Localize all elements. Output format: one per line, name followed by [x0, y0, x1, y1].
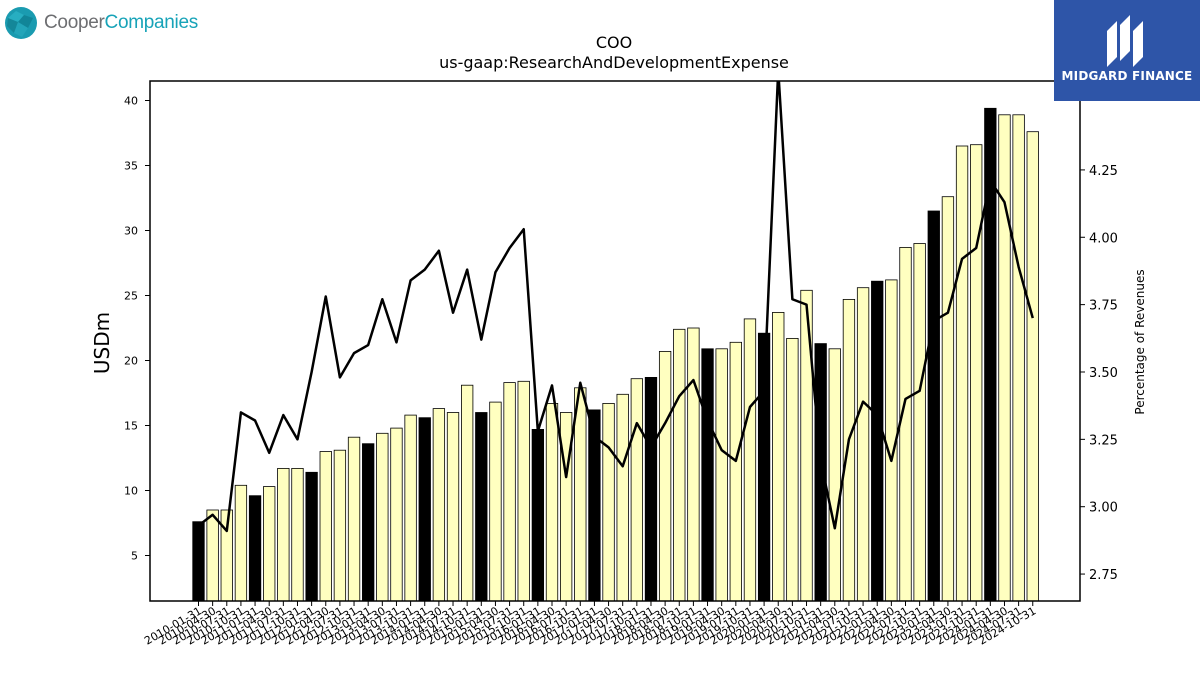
- y-tick-label: 10: [124, 485, 138, 498]
- bar-2021-04-30: [828, 348, 841, 602]
- bar-2023-01-31: [927, 210, 940, 602]
- bar-2010-10-31: [234, 484, 248, 602]
- bar-2020-07-31: [786, 337, 799, 602]
- y2-tick-label: 4.25: [1089, 164, 1118, 179]
- bar-2020-04-30: [772, 311, 785, 602]
- midgard-finance-text: MIDGARD FINANCE: [1061, 69, 1193, 83]
- midgard-mark-icon: [1107, 15, 1143, 67]
- bar-2013-10-31: [404, 414, 417, 602]
- y2-tick-label: 4.00: [1089, 231, 1118, 246]
- bar-2011-04-30: [263, 486, 276, 602]
- y-tick-label: 35: [124, 160, 138, 173]
- y-tick-label: 20: [124, 355, 138, 368]
- x-axis: 2010-01-312010-04-302010-07-312010-10-31…: [142, 601, 1038, 648]
- bar-2015-01-31: [475, 412, 488, 602]
- y2-tick-label: 2.75: [1089, 568, 1118, 583]
- bar-2014-07-31: [446, 412, 460, 602]
- plot-frame: [149, 80, 1081, 602]
- bar-2012-04-30: [319, 451, 332, 602]
- bar-2017-10-31: [630, 378, 643, 602]
- bar-2014-04-30: [432, 408, 446, 602]
- y2-axis-label: Percentage of Revenues: [1133, 269, 1147, 414]
- midgard-finance-logo: MIDGARD FINANCE: [1054, 0, 1200, 101]
- bar-2023-04-30: [941, 196, 955, 602]
- bar-2016-10-31: [574, 387, 587, 602]
- y-axis-left: 5 10 15 20 25 30 35 40: [124, 95, 150, 563]
- bar-2023-07-31: [955, 145, 969, 602]
- bar-2022-01-31: [871, 280, 884, 602]
- bar-2015-07-31: [503, 382, 516, 602]
- bar-2016-07-31: [559, 412, 573, 602]
- bar-2018-04-30: [658, 350, 672, 602]
- y2-tick-label: 3.00: [1089, 501, 1118, 516]
- bar-2014-01-31: [418, 417, 431, 602]
- bar-2014-10-31: [461, 384, 474, 602]
- bar-2010-04-30: [206, 509, 219, 602]
- bar-2015-10-31: [517, 380, 530, 602]
- bar-2015-04-30: [489, 401, 502, 602]
- bars-layer: [192, 107, 1039, 602]
- chart-title: COO: [596, 33, 632, 52]
- y-tick-label: 30: [124, 225, 138, 238]
- chart-subtitle: us-gaap:ResearchAndDevelopmentExpense: [439, 53, 789, 72]
- bar-2019-07-31: [729, 341, 742, 602]
- bar-2018-10-31: [687, 327, 700, 602]
- bar-2023-10-31: [970, 144, 983, 602]
- bar-2018-01-31: [644, 376, 658, 602]
- bar-2012-01-31: [305, 471, 318, 602]
- y-axis-right: 2.75 3.00 3.25 3.50 3.75 4.00 4.25: [1080, 164, 1118, 583]
- bar-2012-10-31: [347, 436, 361, 602]
- y-tick-label: 25: [124, 290, 138, 303]
- y2-tick-label: 3.50: [1089, 366, 1118, 381]
- bar-2011-07-31: [277, 467, 290, 602]
- bar-2024-10-31: [1026, 131, 1039, 602]
- bar-2022-10-31: [913, 243, 926, 602]
- bar-2011-01-31: [248, 495, 262, 602]
- bar-2021-10-31: [856, 287, 870, 602]
- bar-2017-07-31: [616, 393, 629, 602]
- y-tick-label: 5: [131, 550, 138, 563]
- y-tick-label: 40: [124, 95, 138, 108]
- bar-2022-07-31: [899, 246, 912, 602]
- series-line-percentage: [197, 81, 1034, 533]
- bar-2019-10-31: [743, 318, 757, 602]
- bar-2024-04-30: [998, 114, 1011, 602]
- bar-2013-04-30: [376, 432, 389, 602]
- coopercompanies-logo: Cooper Companies: [4, 4, 198, 42]
- bar-2011-10-31: [291, 467, 304, 602]
- bar-2017-04-30: [602, 402, 615, 602]
- y2-tick-label: 3.25: [1089, 433, 1118, 448]
- bar-2016-01-31: [531, 428, 545, 602]
- bar-2018-07-31: [673, 328, 686, 602]
- bar-2016-04-30: [545, 402, 559, 602]
- bar-2024-07-31: [1012, 114, 1025, 602]
- bar-2012-07-31: [333, 449, 347, 602]
- bar-2019-04-30: [715, 348, 728, 602]
- bar-2021-01-31: [814, 343, 827, 602]
- y2-tick-label: 3.75: [1089, 299, 1118, 314]
- logo-word-companies: Companies: [104, 12, 199, 33]
- bar-2013-07-31: [390, 427, 403, 602]
- y-tick-label: 15: [124, 420, 138, 433]
- line-layer: [197, 81, 1034, 533]
- bar-2010-01-31: [192, 521, 205, 602]
- bar-2013-01-31: [362, 443, 375, 602]
- globe-icon: [5, 7, 37, 39]
- bar-2021-07-31: [842, 298, 856, 602]
- logo-word-cooper: Cooper: [44, 12, 105, 33]
- bar-2019-01-31: [701, 348, 714, 602]
- y-axis-label: USDm: [90, 312, 114, 374]
